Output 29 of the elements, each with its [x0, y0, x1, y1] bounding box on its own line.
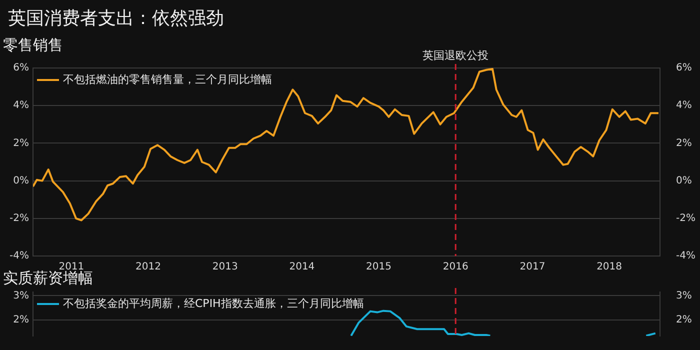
y-tick-label: -4% — [10, 250, 29, 262]
y-tick-label: 2% — [13, 314, 29, 326]
y2-tick-label: -4% — [676, 250, 696, 262]
legend-label: 不包括燃油的零售销售量，三个月同比增幅 — [63, 72, 272, 86]
x-tick-label: 2012 — [136, 262, 161, 273]
x-tick-label: 2018 — [596, 262, 622, 273]
y-tick-label: 2% — [13, 138, 29, 149]
y-tick-label: 4% — [13, 100, 29, 112]
chart-title: 实质薪资增幅 — [3, 268, 93, 287]
x-tick-label: 2016 — [442, 262, 468, 273]
x-tick-label: 2015 — [366, 262, 392, 273]
y2-tick-label: 3% — [676, 290, 692, 302]
y2-tick-label: -2% — [676, 212, 696, 224]
y2-tick-label: 0% — [676, 175, 692, 186]
x-tick-label: 2017 — [520, 262, 546, 273]
y2-tick-label: 2% — [676, 314, 692, 326]
chart-title: 英国消费者支出：依然强劲 — [8, 7, 224, 30]
y-tick-label: 6% — [13, 62, 29, 74]
y2-tick-label: 6% — [676, 62, 692, 74]
x-tick-label: 2013 — [212, 262, 238, 273]
legend-label: 不包括奖金的平均周薪，经CPIH指数去通胀，三个月同比增幅 — [63, 296, 364, 310]
y-tick-label: -2% — [10, 212, 29, 224]
x-tick-label: 2014 — [289, 262, 315, 273]
y-tick-label: 0% — [13, 175, 29, 186]
y2-tick-label: 2% — [676, 138, 692, 149]
y-tick-label: 3% — [13, 290, 29, 302]
y2-tick-label: 4% — [676, 100, 692, 112]
ref-line-label: 英国退欧公投 — [422, 48, 489, 62]
chart-subtitle: 零售销售 — [3, 36, 63, 54]
